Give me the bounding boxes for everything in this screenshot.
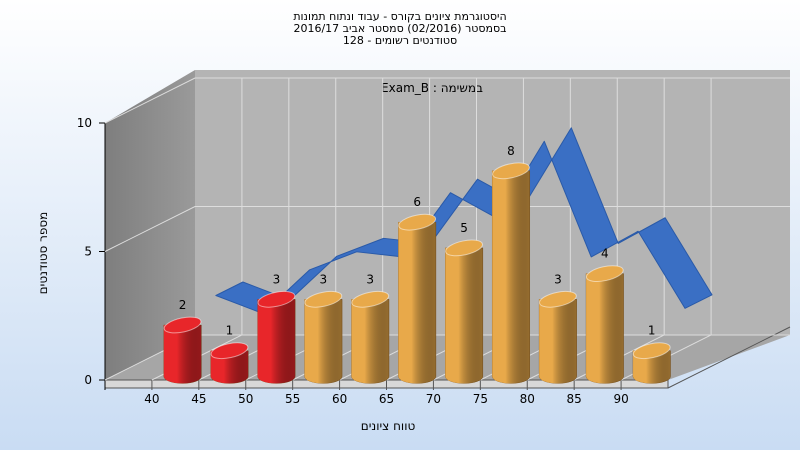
chart-title: היסטוגרמת ציונים בקורס - עבוד ונתוח תמונ…: [293, 10, 506, 23]
data-label: 5: [460, 221, 468, 235]
bar-group: [398, 213, 437, 384]
data-label: 1: [226, 324, 234, 338]
grid-line: [104, 77, 790, 124]
bar-shade: [492, 170, 530, 384]
bar-shade: [586, 273, 624, 384]
bar-shade: [445, 247, 483, 384]
bar-group: [304, 290, 343, 384]
data-label: 4: [601, 247, 609, 261]
bar-group: [257, 290, 296, 384]
bar-top: [398, 213, 437, 231]
data-label: 8: [507, 144, 515, 158]
x-tick-label: 50: [238, 392, 253, 406]
bar-shade: [163, 325, 202, 384]
y-axis-label: מספר סטודנטים: [36, 212, 50, 295]
bar-group: [210, 342, 249, 384]
x-tick-label: 55: [285, 392, 300, 406]
bar-group: [538, 290, 577, 384]
bar-group: [163, 316, 202, 384]
left-wall: [105, 70, 195, 380]
data-label: 3: [554, 272, 562, 286]
data-label: 6: [413, 195, 421, 209]
x-tick-label: 75: [473, 392, 488, 406]
bar-top: [585, 265, 624, 282]
trend-ribbon: [215, 127, 713, 314]
x-tick-label: 80: [520, 392, 535, 406]
bar-group: [445, 239, 484, 384]
bar-top: [351, 290, 390, 308]
x-axis-label: טווח ציונים: [361, 419, 416, 433]
bar-shade: [304, 299, 343, 384]
bar-shade: [398, 222, 436, 384]
bar-shade: [539, 299, 577, 384]
data-label: 3: [320, 272, 328, 286]
floor-edge-line: [667, 326, 791, 389]
bar-top: [445, 239, 483, 257]
chart-title: בסמסטר (02/2016) סמסטר אביב 2016/17: [293, 22, 506, 35]
bar-group: [351, 290, 390, 384]
x-tick-label: 40: [144, 392, 159, 406]
data-label: 2: [179, 298, 187, 312]
bar-top: [632, 342, 671, 360]
bar-shade: [351, 299, 390, 384]
x-tick-label: 60: [332, 392, 347, 406]
bar-shade: [257, 299, 296, 384]
bar-top: [210, 342, 249, 360]
y-tick-label: 10: [77, 116, 92, 130]
bar-top: [492, 162, 530, 180]
chart-title: סטודנטים רשומים - 128: [343, 34, 457, 47]
bar-top: [163, 316, 202, 334]
data-label: 3: [366, 272, 374, 286]
y-tick-label: 0: [84, 373, 92, 387]
bar-group: [585, 265, 624, 384]
x-tick-label: 85: [567, 392, 582, 406]
bar-group: [632, 342, 671, 384]
y-tick-label: 5: [84, 245, 92, 259]
x-tick-label: 65: [379, 392, 394, 406]
bar-top: [304, 290, 343, 308]
x-tick-label: 45: [191, 392, 206, 406]
bar-group: [492, 162, 530, 384]
bar-top: [257, 290, 296, 308]
annotation: Exam_B : במשימה: [381, 81, 483, 95]
x-tick-label: 90: [613, 392, 628, 406]
data-label: 1: [648, 324, 656, 338]
data-label: 3: [273, 272, 281, 286]
bar-top: [538, 290, 577, 308]
x-tick-label: 70: [426, 392, 441, 406]
